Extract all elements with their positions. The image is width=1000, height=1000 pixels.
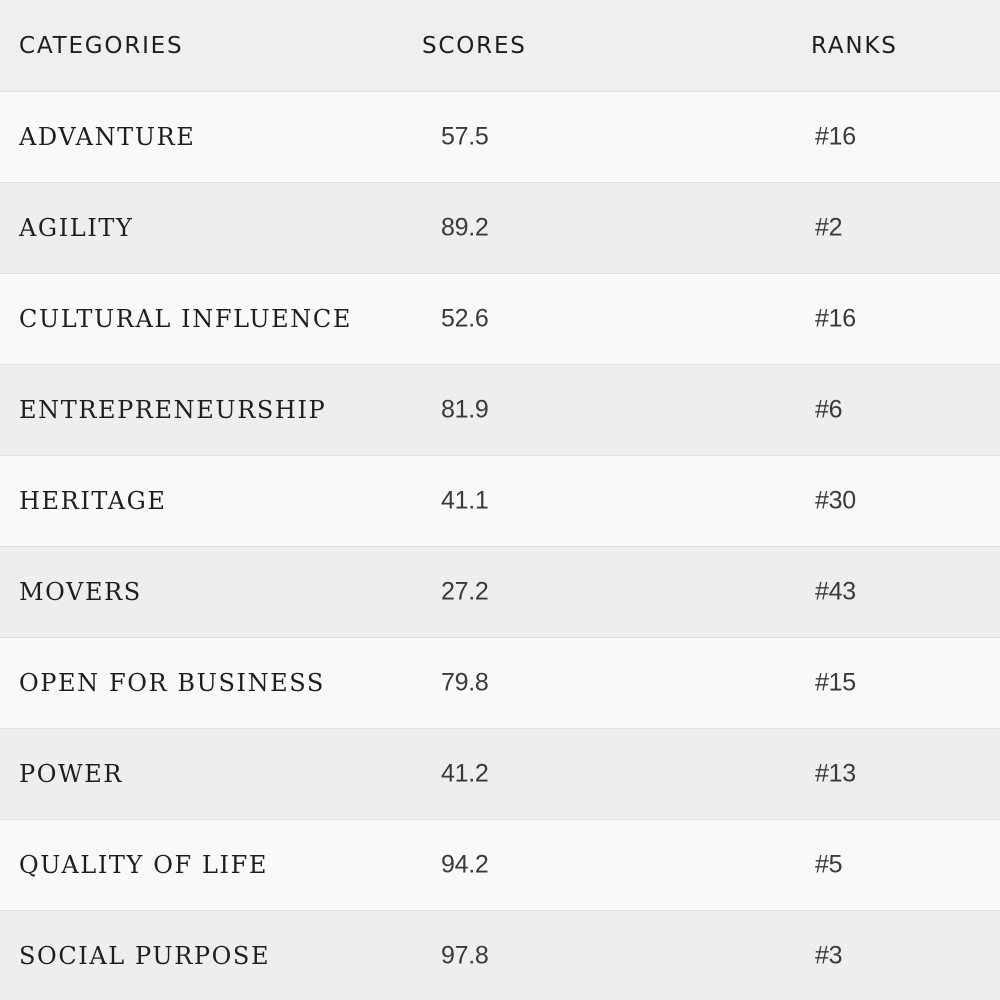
category-cell: OPEN FOR BUSINESS <box>19 669 325 697</box>
score-cell: 41.1 <box>441 486 489 515</box>
rank-cell: #43 <box>815 577 856 606</box>
rank-cell: #16 <box>815 122 856 151</box>
rank-cell: #30 <box>815 486 856 515</box>
table-row: ENTREPRENEURSHIP 81.9 #6 <box>0 365 1000 456</box>
score-cell: 81.9 <box>441 395 489 424</box>
table-row: AGILITY 89.2 #2 <box>0 183 1000 274</box>
score-cell: 41.2 <box>441 759 489 788</box>
rank-cell: #13 <box>815 759 856 788</box>
category-cell: ADVANTURE <box>19 123 196 151</box>
rank-cell: #6 <box>815 395 843 424</box>
score-cell: 89.2 <box>441 213 489 242</box>
score-cell: 94.2 <box>441 850 489 879</box>
rank-cell: #2 <box>815 213 843 242</box>
table-row: POWER 41.2 #13 <box>0 729 1000 820</box>
category-cell: POWER <box>19 760 124 788</box>
category-cell: HERITAGE <box>19 487 167 515</box>
category-cell: SOCIAL PURPOSE <box>19 941 271 970</box>
category-cell: ENTREPRENEURSHIP <box>19 396 327 424</box>
header-categories: CATEGORIES <box>19 32 184 59</box>
table-row: HERITAGE 41.1 #30 <box>0 456 1000 547</box>
table-row: ADVANTURE 57.5 #16 <box>0 92 1000 183</box>
rank-cell: #5 <box>815 850 843 879</box>
rank-cell: #3 <box>815 941 843 969</box>
score-cell: 79.8 <box>441 668 489 697</box>
table-row: MOVERS 27.2 #43 <box>0 547 1000 638</box>
score-cell: 27.2 <box>441 577 489 606</box>
category-cell: QUALITY OF LIFE <box>19 851 268 879</box>
category-cell: AGILITY <box>19 214 134 242</box>
table-row: OPEN FOR BUSINESS 79.8 #15 <box>0 638 1000 729</box>
header-ranks: RANKS <box>811 32 898 59</box>
category-cell: CULTURAL INFLUENCE <box>19 305 352 333</box>
table-header-row: CATEGORIES SCORES RANKS <box>0 0 1000 92</box>
rank-cell: #15 <box>815 668 856 697</box>
header-scores: SCORES <box>422 32 527 59</box>
score-cell: 57.5 <box>441 122 489 151</box>
table-row: QUALITY OF LIFE 94.2 #5 <box>0 820 1000 911</box>
table-row: CULTURAL INFLUENCE 52.6 #16 <box>0 274 1000 365</box>
score-cell: 97.8 <box>441 941 489 969</box>
category-cell: MOVERS <box>19 578 142 606</box>
rank-cell: #16 <box>815 304 856 333</box>
table-row: SOCIAL PURPOSE 97.8 #3 <box>0 911 1000 1000</box>
score-cell: 52.6 <box>441 304 489 333</box>
